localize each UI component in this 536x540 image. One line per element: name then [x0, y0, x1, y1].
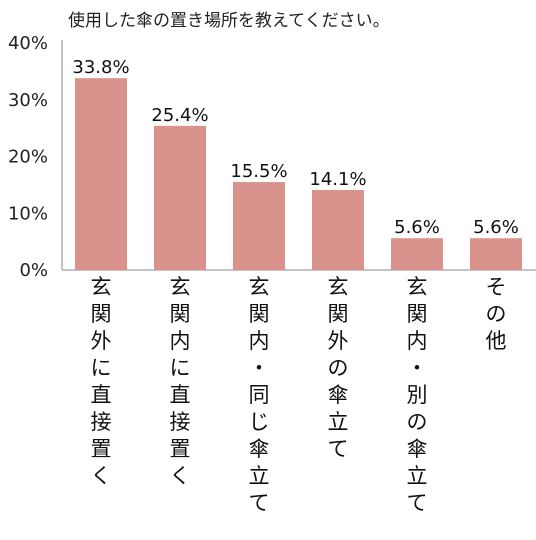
data-label: 33.8% [72, 57, 129, 78]
bar [154, 125, 206, 270]
category-label: 玄関外に直接置く [91, 275, 112, 488]
y-tick-label: 10% [8, 203, 48, 224]
data-label: 5.6% [473, 217, 519, 238]
bar [312, 189, 364, 270]
category-labels: 玄関外に直接置く 玄関内に直接置く 玄関内・同じ傘立て 玄関外の傘立て 玄関内・別の傘立… [91, 275, 507, 515]
bar [75, 78, 127, 270]
data-label: 15.5% [230, 161, 287, 182]
data-label: 25.4% [151, 105, 208, 126]
y-tick-labels: 0% 10% 20% 30% 40% [8, 33, 48, 281]
bars [75, 78, 522, 270]
data-label: 5.6% [394, 217, 440, 238]
chart-title: 使用した傘の置き場所を教えてください。 [68, 11, 390, 31]
bar [470, 238, 522, 270]
category-label: 玄関内に直接置く [170, 275, 191, 488]
data-labels: 33.8% 25.4% 15.5% 14.1% 5.6% 5.6% [72, 57, 518, 238]
category-label: 玄関外の傘立て [328, 275, 349, 461]
y-tick-label: 40% [8, 33, 48, 54]
category-label: 玄関内・別の傘立て [407, 275, 428, 515]
y-tick-label: 30% [8, 90, 48, 111]
y-tick-label: 0% [19, 260, 48, 281]
bar [391, 238, 443, 270]
bar [233, 182, 285, 270]
data-label: 14.1% [309, 169, 366, 190]
category-label: その他 [486, 275, 507, 353]
y-tick-label: 20% [8, 147, 48, 168]
category-label: 玄関内・同じ傘立て [249, 275, 270, 515]
